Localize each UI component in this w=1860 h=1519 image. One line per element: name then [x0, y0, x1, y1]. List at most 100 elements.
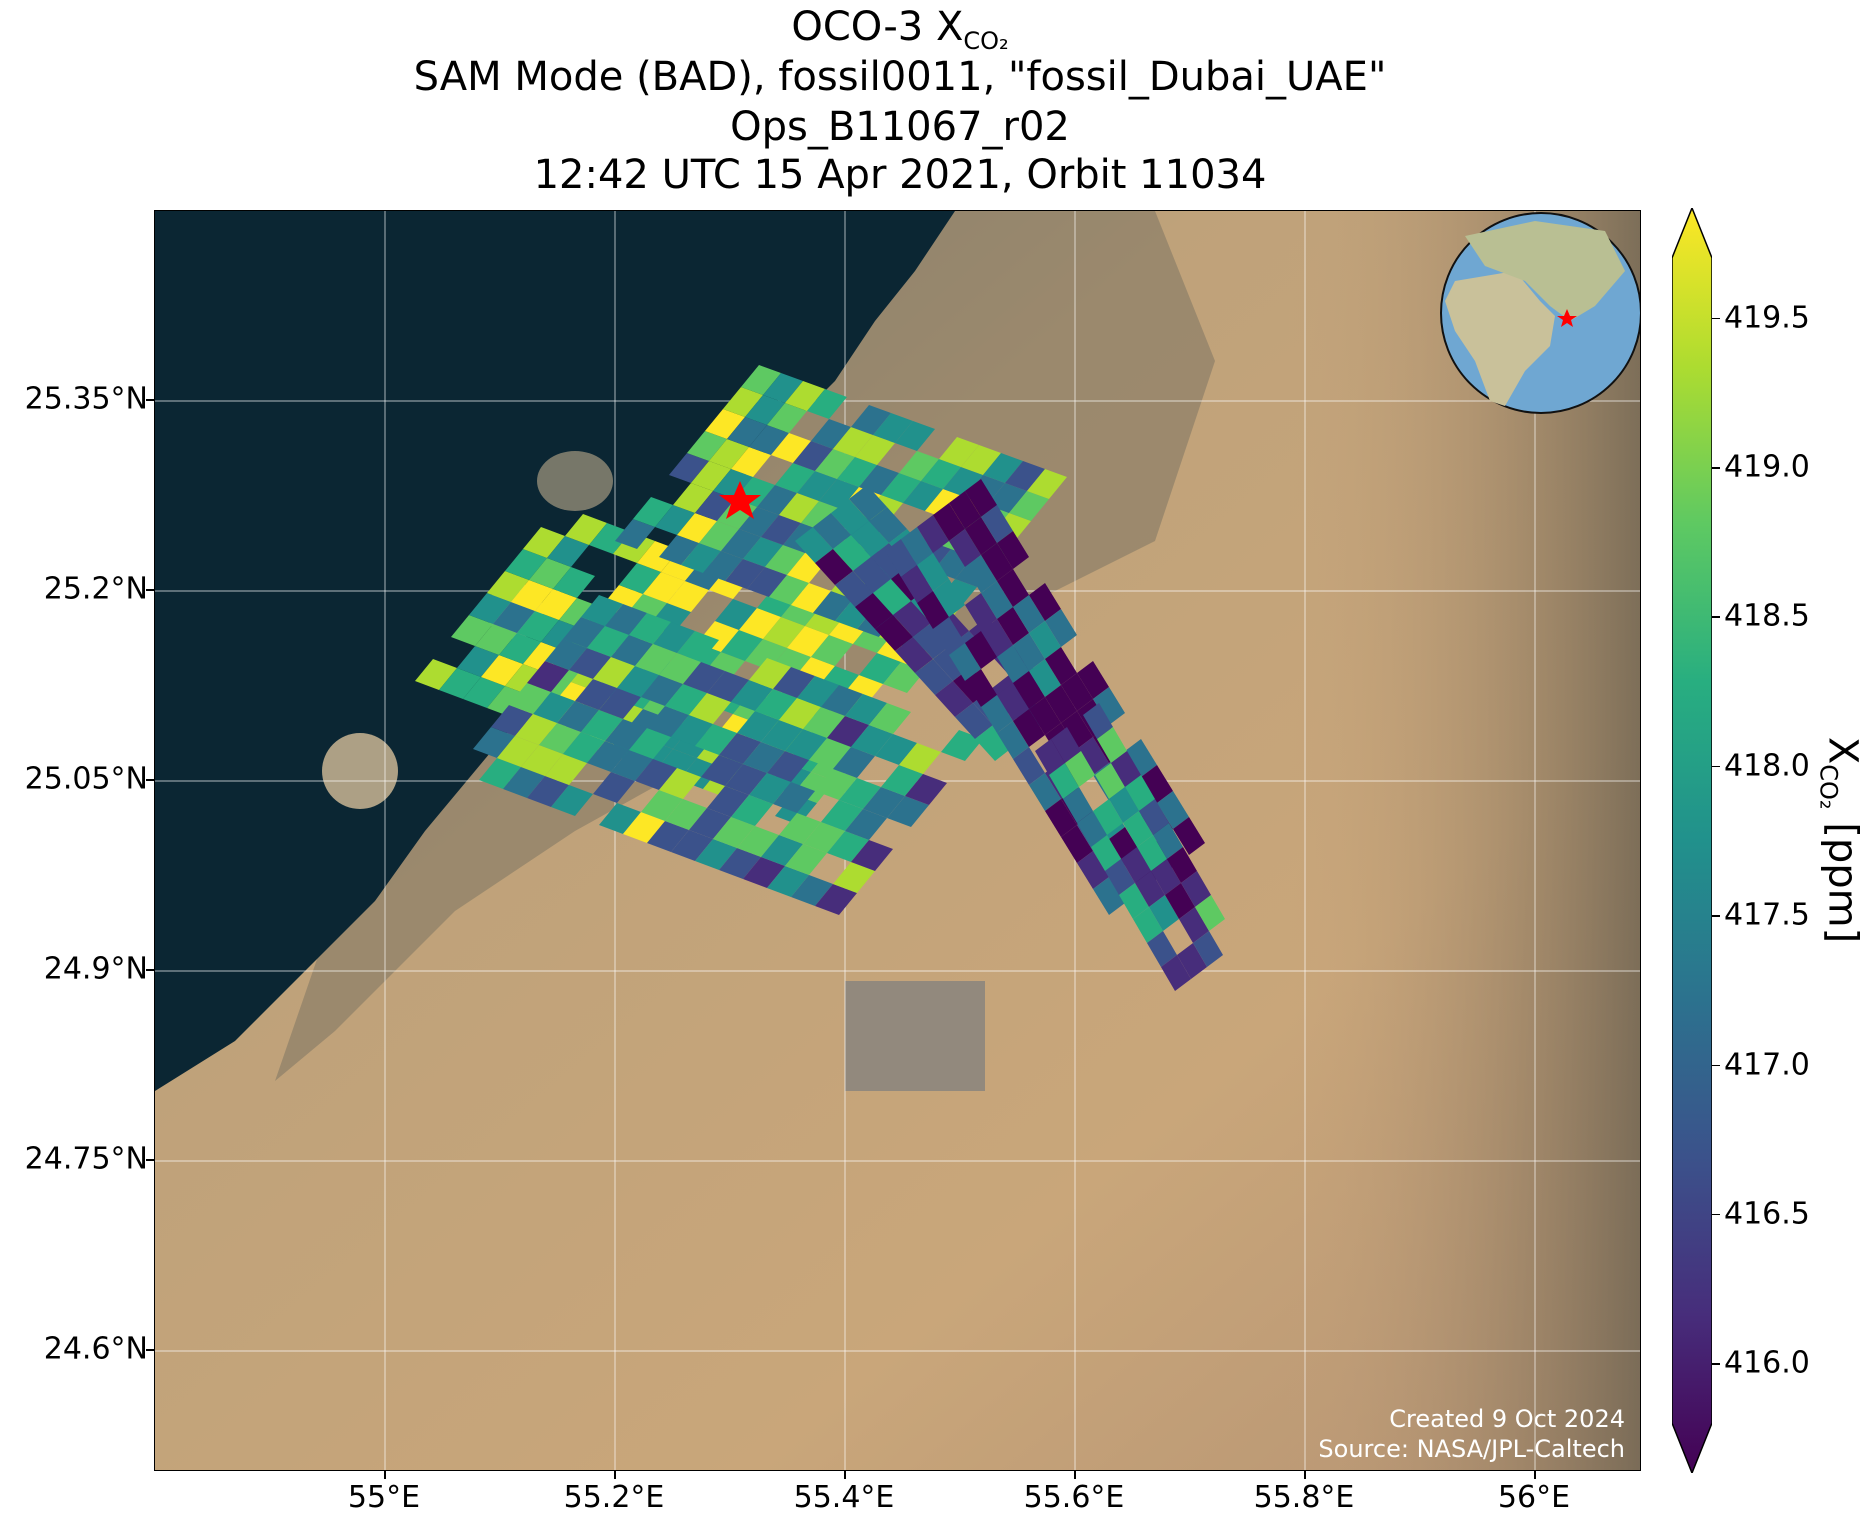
sounding-footprint: [981, 619, 1013, 657]
sounding-footprint: [615, 519, 655, 549]
sounding-footprint: [731, 795, 773, 826]
sounding-footprint: [901, 527, 933, 565]
sounding-footprint: [949, 491, 981, 529]
lat-tick-label: 24.6°N: [43, 1331, 148, 1367]
sounding-footprint: [1045, 685, 1077, 723]
sounding-footprint: [1093, 799, 1123, 835]
sounding-footprint: [551, 785, 593, 816]
sounding-footprint: [807, 389, 847, 419]
sounding-footprint: [723, 387, 763, 417]
palm-jebel-ali: [322, 733, 398, 809]
sounding-footprint: [623, 812, 665, 843]
sounding-footprint: [463, 677, 505, 708]
sounding-footprint: [629, 613, 671, 644]
sounding-footprint: [895, 421, 935, 451]
sounding-footprint: [1151, 859, 1181, 895]
sounding-footprint: [535, 589, 577, 620]
sounding-footprint: [1077, 661, 1109, 699]
sounding-footprint: [619, 563, 661, 594]
sounding-footprint: [997, 569, 1029, 607]
colorbar-tickmark: [1712, 317, 1720, 320]
sounding-footprint: [905, 774, 947, 805]
sounding-footprint: [1077, 737, 1109, 775]
sounding-footprint: [917, 553, 949, 591]
sounding-footprint: [933, 579, 965, 617]
sounding-footprint: [961, 445, 1001, 475]
colorbar-tick-label: 419.5: [1724, 300, 1810, 336]
sounding-footprint: [539, 723, 581, 754]
sounding-footprint: [589, 523, 631, 554]
sounding-footprint: [1125, 775, 1155, 811]
sounding-footprint: [569, 648, 611, 679]
lon-tickmark: [1534, 1471, 1536, 1479]
sounding-footprint: [981, 543, 1013, 581]
sounding-footprint: [1193, 931, 1223, 967]
xco2-soundings[interactable]: [415, 365, 1225, 991]
sounding-footprint: [721, 630, 763, 661]
sounding-footprint: [481, 655, 523, 686]
sounding-footprint: [743, 857, 785, 888]
sounding-footprint: [827, 716, 869, 747]
sounding-footprint: [785, 381, 825, 411]
sounding-footprint: [837, 457, 877, 487]
sounding-footprint: [557, 701, 599, 732]
sounding-footprint: [741, 365, 781, 395]
map-panel[interactable]: [154, 210, 1641, 1471]
sounding-footprint: [587, 741, 629, 772]
lat-tick-label: 25.05°N: [24, 761, 148, 797]
sounding-footprint: [749, 425, 789, 455]
sounding-footprint: [715, 599, 757, 630]
sounding-footprint: [593, 772, 635, 803]
sounding-footprint: [917, 591, 949, 629]
map-gridlines: [155, 211, 1640, 1470]
sounding-footprint: [921, 459, 961, 489]
sounding-footprint: [643, 572, 685, 603]
sounding-footprint: [981, 505, 1013, 543]
sounding-footprint: [705, 409, 745, 439]
sounding-footprint: [1111, 751, 1141, 787]
map-canvas[interactable]: [155, 211, 1641, 1471]
lon-tickmark: [614, 1471, 616, 1479]
sounding-footprint: [457, 646, 499, 677]
sounding-footprint: [719, 733, 761, 764]
colorbar-tickmark: [1712, 1213, 1720, 1216]
sounding-footprint: [469, 593, 511, 624]
sounding-footprint: [659, 768, 701, 799]
sounding-footprint: [997, 683, 1029, 721]
sounding-footprint: [533, 692, 575, 723]
sounding-footprint: [779, 698, 821, 729]
sounding-footprint: [757, 485, 797, 515]
sounding-footprint: [439, 668, 481, 699]
sounding-footprint: [997, 645, 1029, 683]
sounding-footprint: [641, 790, 683, 821]
sounding-footprint: [451, 615, 493, 646]
colorbar-tickmark: [1712, 765, 1720, 768]
sounding-footprint: [487, 571, 529, 602]
sounding-footprint: [703, 551, 743, 581]
sounding-footprint: [1133, 907, 1163, 943]
target-star-marker[interactable]: [719, 481, 761, 519]
sounding-footprint: [677, 513, 717, 543]
sounding-footprint: [1049, 763, 1079, 799]
sounding-footprint: [933, 617, 965, 655]
sounding-footprint: [1091, 835, 1121, 871]
sounding-footprint: [1029, 621, 1061, 659]
lon-tick-label: 55.6°E: [1023, 1480, 1125, 1515]
sounding-footprint: [599, 688, 641, 719]
sounding-footprint: [803, 822, 845, 853]
sounding-footprint: [917, 515, 949, 553]
sounding-footprint: [671, 715, 713, 746]
sounding-footprint: [673, 483, 713, 513]
sounding-footprint: [725, 559, 765, 589]
sounding-footprint: [1045, 799, 1077, 837]
lon-tick-label: 56°E: [1497, 1480, 1571, 1515]
sounding-footprint: [581, 710, 623, 741]
sounding-footprint: [1093, 687, 1125, 725]
sounding-footprint: [769, 575, 809, 605]
lat-tickmark: [146, 779, 154, 781]
lat-tick-label: 25.35°N: [24, 381, 148, 417]
sounding-footprint: [1125, 739, 1157, 777]
sounding-footprint: [1137, 835, 1167, 871]
sounding-footprint: [545, 639, 587, 670]
sounding-footprint: [851, 725, 893, 756]
